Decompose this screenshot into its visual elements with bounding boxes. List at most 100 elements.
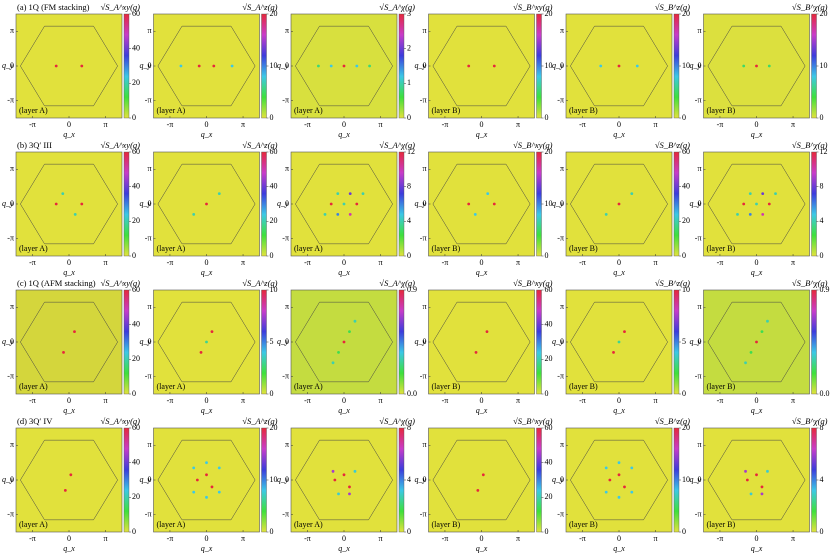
colorbar-tick-label: 0 [407, 527, 411, 536]
y-tick-label: 0 [560, 199, 564, 208]
colorbar [123, 13, 130, 119]
spot [736, 213, 739, 216]
x-tick-label: π [654, 534, 658, 543]
colorbar-title: √S_B^z(q) [655, 278, 690, 288]
colorbar-tick-label: 10 [270, 61, 278, 70]
colorbar-tick-label: 12 [820, 147, 828, 156]
x-tick-label: 0 [755, 396, 759, 405]
colorbar [123, 151, 130, 257]
panel-label: (d) 3Q′ IV [17, 416, 53, 426]
spot [749, 351, 753, 354]
spot [210, 485, 214, 489]
x-tick-label: -π [717, 396, 724, 405]
colorbar-tick-label: 2 [407, 43, 411, 52]
colorbar-tick-label: 5 [682, 337, 686, 346]
spot [73, 213, 77, 216]
spot [348, 213, 352, 216]
spot [761, 192, 765, 196]
x-axis-label: q_x [338, 268, 350, 277]
spot [767, 64, 771, 68]
spot [197, 64, 201, 68]
spot [217, 490, 221, 494]
colorbar-tick-label: 20 [270, 9, 278, 18]
y-tick-label: -π [557, 95, 564, 104]
colorbar-tick-label: 20 [682, 9, 690, 18]
colorbar [261, 13, 267, 119]
spot [774, 192, 777, 196]
y-tick-label: -π [7, 371, 14, 380]
x-axis-label: q_x [751, 544, 763, 553]
spot [195, 478, 199, 482]
x-tick-label: π [654, 120, 658, 129]
colorbar [261, 427, 267, 533]
x-tick-label: 0 [755, 534, 759, 543]
y-tick-label: π [10, 302, 14, 311]
colorbar-title: √S_B^xy(q) [513, 2, 553, 12]
spot [630, 192, 634, 196]
x-axis-label: q_x [751, 406, 763, 415]
x-tick-label: -π [717, 534, 724, 543]
colorbar [123, 427, 130, 533]
colorbar [673, 13, 680, 119]
colorbar-tick-label: 60 [545, 285, 553, 294]
colorbar-title: √S_A^z(q) [242, 278, 277, 288]
heatmap-background [428, 427, 535, 533]
x-axis-label: q_x [63, 544, 75, 553]
colorbar-tick-label: 10 [682, 61, 690, 70]
spot [368, 64, 371, 68]
x-tick-label: π [791, 396, 795, 405]
y-tick-label: -π [282, 509, 289, 518]
colorbar-tick-label: 0 [820, 527, 824, 536]
colorbar-tick-label: 40 [132, 181, 140, 190]
y-tick-label: π [422, 440, 426, 449]
y-axis-label: q_y [140, 61, 152, 70]
y-axis-label: q_y [415, 61, 427, 70]
x-tick-label: π [791, 534, 795, 543]
y-tick-label: π [147, 440, 151, 449]
y-axis-label: q_y [552, 61, 564, 70]
layer-annotation: (layer B) [707, 382, 736, 391]
spot [767, 202, 771, 206]
x-tick-label: -π [29, 396, 36, 405]
y-tick-label: π [285, 164, 289, 173]
x-tick-label: 0 [617, 534, 621, 543]
colorbar [811, 427, 817, 533]
spot [62, 351, 65, 354]
brillouin-zone [432, 439, 531, 521]
colorbar-tick-label: 20 [132, 78, 140, 87]
spot [630, 466, 634, 470]
colorbar-tick-label: 5 [270, 337, 274, 346]
x-axis-label: q_x [201, 268, 213, 277]
colorbar-tick-label: 8 [820, 181, 824, 190]
brillouin-zone [570, 25, 668, 107]
y-tick-label: 0 [285, 199, 289, 208]
colorbar-tick-label: 8 [407, 423, 411, 432]
y-tick-label: 0 [148, 199, 152, 208]
spot [210, 330, 214, 333]
spot [355, 64, 359, 68]
y-tick-label: 0 [285, 61, 289, 70]
y-tick-label: -π [557, 371, 564, 380]
spot [331, 361, 335, 365]
brillouin-zone [157, 25, 256, 107]
layer-annotation: (layer A) [19, 520, 48, 529]
colorbar [536, 427, 542, 533]
y-tick-label: π [697, 164, 701, 173]
colorbar-tick-label: 10 [545, 199, 553, 208]
heatmap-background [428, 289, 535, 395]
x-axis-label: q_x [751, 130, 763, 139]
colorbar [811, 13, 817, 119]
x-tick-label: 0 [342, 396, 346, 405]
y-axis-label: q_y [2, 61, 14, 70]
y-tick-label: -π [145, 233, 152, 242]
colorbar-title: √S_B^χ(q) [792, 140, 828, 150]
y-tick-label: π [560, 164, 564, 173]
x-tick-label: π [104, 396, 108, 405]
x-axis-label: q_x [613, 130, 625, 139]
x-axis-label: q_x [63, 130, 75, 139]
x-tick-label: -π [579, 534, 586, 543]
spot [192, 490, 196, 494]
layer-annotation: (layer A) [157, 244, 186, 253]
spot [755, 340, 758, 344]
colorbar [811, 289, 817, 395]
